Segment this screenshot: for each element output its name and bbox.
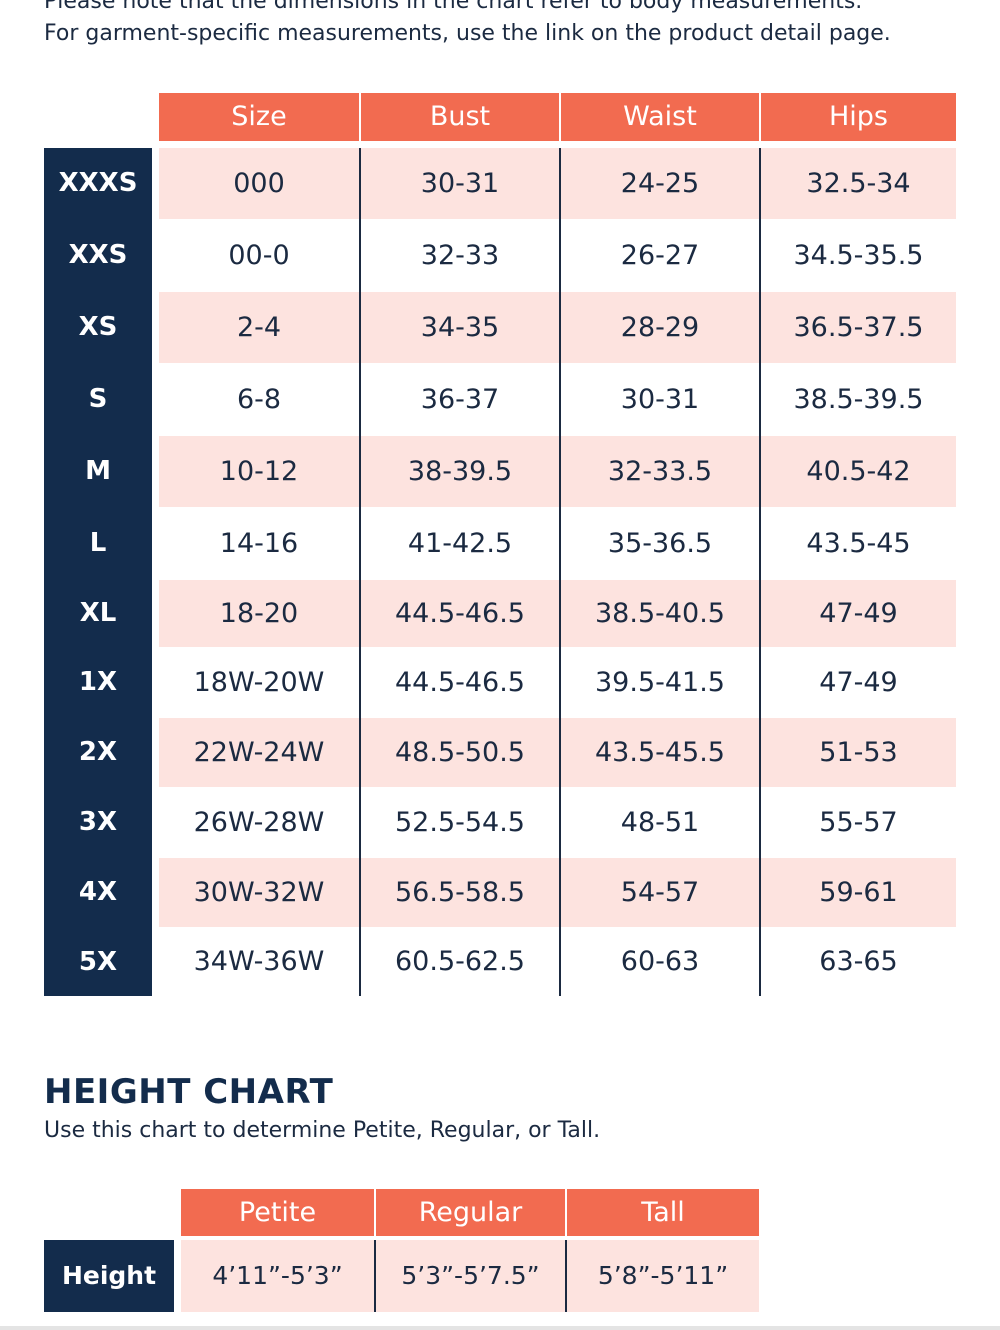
table-cell-hips: 59-61 [819,877,898,908]
intro-line-1: Please note that the dimensions in the c… [44,0,863,14]
table-row [159,580,956,647]
table-cell-bust: 30-31 [420,168,500,199]
table-cell-bust: 36-37 [420,384,500,415]
table-cell-bust: 52.5-54.5 [395,807,525,838]
height-header-petite: Petite [181,1189,374,1236]
table-cell-waist: 32-33.5 [607,456,713,487]
table-cell-hips: 34.5-35.5 [793,240,924,271]
size-row-label: 4X [78,877,118,907]
table-row [159,292,956,363]
height-cell-tall: 5’8”-5’11” [597,1261,729,1290]
table-cell-hips: 36.5-37.5 [793,312,924,343]
table-cell-waist: 26-27 [620,240,700,271]
size-row-label: XS [78,312,118,342]
height-header-tall: Tall [567,1189,759,1236]
table-cell-hips: 63-65 [819,946,898,977]
column-divider [359,148,361,996]
table-cell-bust: 60.5-62.5 [395,946,525,977]
table-cell-waist: 38.5-40.5 [595,598,725,629]
table-row [159,858,956,927]
table-cell-size: 18-20 [219,598,299,629]
size-row-label: 3X [78,807,118,837]
table-cell-hips: 47-49 [819,667,898,698]
size-row-label: S [88,384,108,414]
size-row-label: L [89,528,107,558]
bottom-rule [0,1326,1000,1330]
column-header-hips: Hips [761,93,956,141]
table-cell-hips: 47-49 [819,598,898,629]
table-cell-size: 14-16 [219,528,299,559]
table-cell-hips: 40.5-42 [806,456,911,487]
column-header-bust: Bust [361,93,559,141]
column-divider [759,148,761,996]
table-cell-size: 34W-36W [193,946,325,977]
table-cell-bust: 32-33 [420,240,500,271]
height-chart-title: HEIGHT CHART [44,1072,334,1112]
size-row-label: XXS [68,240,128,270]
height-cell-regular: 5’3”-5’7.5” [401,1261,540,1290]
table-row [159,436,956,507]
size-row-label: XXXS [58,168,138,198]
table-cell-waist: 60-63 [620,946,700,977]
table-cell-waist: 28-29 [620,312,700,343]
height-header-regular: Regular [376,1189,565,1236]
table-cell-size: 30W-32W [193,877,325,908]
table-cell-bust: 56.5-58.5 [395,877,525,908]
table-cell-bust: 34-35 [420,312,500,343]
height-divider [565,1240,567,1312]
table-cell-hips: 32.5-34 [806,168,911,199]
table-cell-hips: 38.5-39.5 [793,384,924,415]
table-cell-size: 22W-24W [193,737,325,768]
intro-line-2: For garment-specific measurements, use t… [44,21,891,46]
column-header-size: Size [159,93,359,141]
table-cell-bust: 44.5-46.5 [395,667,525,698]
height-cell-petite: 4’11”-5’3” [212,1261,343,1290]
table-cell-waist: 30-31 [620,384,700,415]
height-row-band [181,1240,759,1312]
size-row-label: 2X [78,737,118,767]
table-cell-size: 10-12 [219,456,299,487]
table-cell-bust: 44.5-46.5 [395,598,525,629]
table-cell-hips: 55-57 [819,807,898,838]
size-label-column [44,148,152,996]
table-cell-size: 00-0 [228,240,290,271]
table-cell-size: 2-4 [236,312,282,343]
table-row [159,148,956,219]
size-row-label: 1X [78,667,118,697]
table-cell-size: 18W-20W [193,667,325,698]
column-header-waist: Waist [561,93,759,141]
table-cell-size: 6-8 [236,384,282,415]
table-cell-size: 000 [233,168,285,199]
table-row [159,718,956,787]
height-chart-subtitle: Use this chart to determine Petite, Regu… [44,1118,601,1143]
height-divider [374,1240,376,1312]
table-cell-bust: 48.5-50.5 [395,737,525,768]
table-cell-waist: 24-25 [620,168,700,199]
table-cell-waist: 54-57 [620,877,700,908]
table-cell-bust: 41-42.5 [407,528,513,559]
table-cell-hips: 43.5-45 [806,528,911,559]
size-row-label: 5X [78,947,118,977]
table-cell-bust: 38-39.5 [407,456,513,487]
column-divider [559,148,561,996]
height-row-label: Height [44,1240,174,1312]
table-cell-waist: 48-51 [620,807,700,838]
table-cell-hips: 51-53 [819,737,898,768]
intro-text: Please note that the dimensions in the c… [44,0,984,50]
table-cell-size: 26W-28W [193,807,325,838]
size-row-label: XL [79,598,117,628]
table-cell-waist: 43.5-45.5 [595,737,725,768]
table-cell-waist: 39.5-41.5 [595,667,725,698]
size-row-label: M [85,456,111,486]
table-cell-waist: 35-36.5 [607,528,713,559]
